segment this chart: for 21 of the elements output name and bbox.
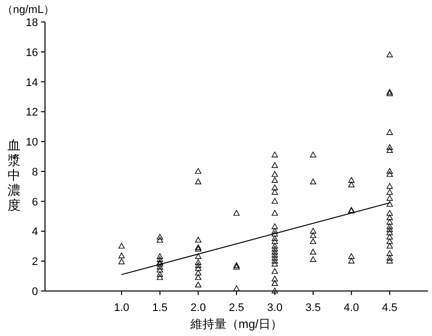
y-tick-label: 16 [26,46,38,59]
x-tick-label: 2.0 [190,302,206,314]
text: （ng/mL） [2,4,55,16]
y-axis-title: 血漿中濃度 [8,138,20,212]
x-axis-title: 維持量（mg/日） [189,317,283,331]
x-tick-label: 1.0 [114,302,130,314]
x-tick-label: 3.5 [305,302,321,314]
x-tick-label: 2.5 [228,302,244,314]
y-tick-label: 2 [32,256,38,268]
y-tick-label: 0 [32,286,38,298]
y-tick-label: 10 [26,136,38,149]
x-tick-label: 1.5 [152,302,168,314]
y-tick-label: 4 [32,226,38,238]
y-tick-label: 12 [26,106,38,119]
y-tick-label: 18 [26,17,38,29]
y-tick-label: 6 [32,196,38,208]
x-tick-label: 4.0 [344,302,360,314]
x-tick-label: 4.5 [382,302,398,314]
y-tick-label: 14 [26,76,38,89]
y-tick-label: 8 [32,166,38,178]
x-tick-label: 3.0 [267,302,282,314]
